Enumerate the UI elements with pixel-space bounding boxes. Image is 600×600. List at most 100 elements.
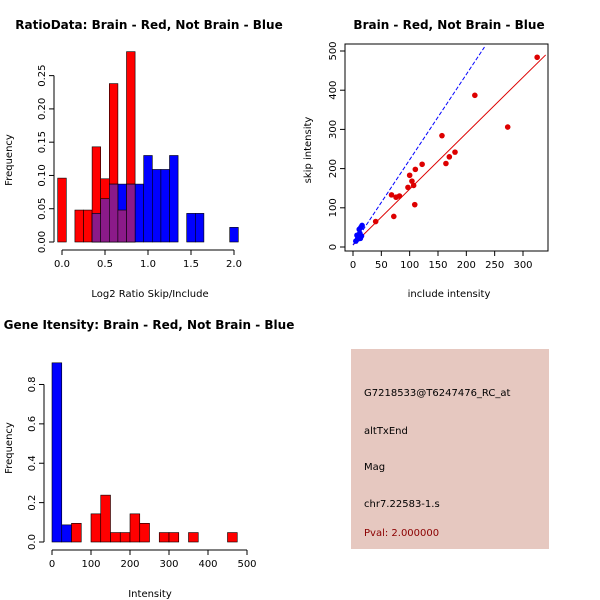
- ratio-bar-not-brain: [134, 183, 145, 243]
- scatter-xlabel: include intensity: [408, 289, 491, 300]
- probe-id: G7218533@T6247476_RC_at: [364, 388, 510, 399]
- gene-bar-brain: [119, 532, 131, 543]
- ratio-bar-overlap: [91, 213, 101, 243]
- ratio-bar-not-brain: [160, 169, 170, 243]
- ratio-bar-brain: [57, 177, 67, 243]
- scatter-point-brain: [391, 213, 397, 220]
- scatter-point-brain: [405, 184, 411, 191]
- scatter-x-tick-label: 250: [485, 260, 504, 271]
- ratio-bar-brain: [74, 209, 84, 243]
- ratio-histogram-bars: [57, 51, 239, 243]
- scatter-plot-box: [344, 43, 549, 252]
- scatter-x-tick-label: 300: [513, 260, 532, 271]
- ratio-bar-overlap: [109, 183, 119, 243]
- gene-bar-brain: [71, 522, 82, 543]
- gene-y-tick-label: 0.0: [27, 534, 38, 550]
- ratio-y-tick-label: 0.00: [37, 231, 48, 253]
- scatter-y-tick-label: 0: [328, 244, 339, 250]
- scatter-point-brain: [396, 193, 403, 199]
- gene-bar-brain: [188, 532, 199, 543]
- gene-x-tick-label: 500: [237, 559, 256, 570]
- ratio-bar-not-brain: [195, 213, 205, 243]
- ratio-bar-brain: [83, 209, 93, 243]
- scatter-ylabel: skip intensity: [303, 117, 314, 184]
- gene-intensity-ylabel: Frequency: [4, 422, 15, 474]
- gene-bar-brain: [168, 532, 180, 543]
- ratio-x-tick-label: 1.0: [140, 259, 156, 270]
- scatter-point-brain: [406, 172, 413, 179]
- gene-bar-brain: [100, 494, 111, 543]
- gene-x-tick-label: 100: [81, 559, 100, 570]
- gene-intensity-xlabel: Intensity: [128, 589, 172, 600]
- scatter-title: Brain - Red, Not Brain - Blue: [353, 18, 544, 32]
- scatter-point-brain: [534, 54, 540, 61]
- ratio-y-tick-label: 0.15: [37, 131, 48, 153]
- gene-y-tick-label: 0.2: [27, 495, 38, 511]
- scatter-x-tick-label: 200: [457, 260, 476, 271]
- scatter-y-tick-label: 200: [328, 159, 339, 178]
- ratio-y-tick-label: 0.10: [37, 164, 48, 186]
- scatter-point-brain: [411, 201, 418, 208]
- scatter-x-tick-label: 150: [428, 260, 447, 271]
- gene-y-tick-label: 0.6: [27, 416, 38, 432]
- scatter-y-tick-label: 500: [328, 41, 339, 60]
- gene-bar-brain: [139, 522, 150, 543]
- gene-x-tick-label: 300: [159, 559, 178, 570]
- ratio-x-tick-label: 2.0: [226, 259, 242, 270]
- gene-bar-brain: [158, 532, 170, 543]
- ratio-histogram-ylabel: Frequency: [4, 134, 15, 186]
- intensity-scatter-panel: Brain - Red, Not Brain - Blue include in…: [303, 18, 549, 300]
- ratio-bar-overlap: [100, 198, 110, 243]
- ratio-x-tick-label: 1.5: [183, 259, 199, 270]
- scatter-fit-line-not-brain: [352, 46, 485, 246]
- scatter-point-brain: [452, 149, 458, 155]
- gene-bar-brain: [227, 532, 238, 543]
- ratio-histogram-panel: RatioData: Brain - Red, Not Brain - Blue…: [4, 18, 283, 300]
- scatter-point-brain: [412, 166, 419, 173]
- scatter-point-brain: [472, 92, 478, 99]
- ratio-bar-overlap: [117, 209, 127, 243]
- ratio-histogram-title: RatioData: Brain - Red, Not Brain - Blue: [15, 18, 282, 32]
- info-label: Mag: [364, 462, 385, 473]
- scatter-point-brain: [410, 182, 417, 189]
- scatter-point-brain: [388, 192, 395, 198]
- gene-x-tick-label: 200: [120, 559, 139, 570]
- info-panel: G7218533@T6247476_RC_at altTxEnd Mag chr…: [351, 349, 549, 549]
- scatter-point-brain: [504, 124, 511, 130]
- gene-x-tick-label: 0: [49, 559, 55, 570]
- scatter-fit-line-brain: [352, 54, 547, 246]
- ratio-x-tick-label: 0.0: [54, 259, 70, 270]
- scatter-point-brain: [409, 178, 415, 184]
- ratio-y-tick-label: 0.20: [37, 98, 48, 120]
- gene-y-tick-label: 0.8: [27, 377, 38, 393]
- genomic-location: chr7.22583-1.s: [364, 499, 440, 510]
- gene-intensity-panel: Gene Itensity: Brain - Red, Not Brain - …: [4, 318, 295, 600]
- scatter-point-not-brain: [359, 222, 365, 229]
- gene-bar-brain: [90, 513, 102, 543]
- gene-intensity-bars: [51, 362, 238, 543]
- gene-bar-not-brain: [51, 362, 63, 543]
- scatter-x-tick-label: 100: [400, 260, 419, 271]
- event-type: altTxEnd: [364, 426, 408, 437]
- gene-bar-brain: [129, 513, 141, 543]
- info-panel-background: [351, 349, 549, 549]
- gene-y-tick-label: 0.4: [27, 455, 38, 471]
- scatter-point-brain: [446, 154, 453, 160]
- scatter-point-brain: [372, 218, 379, 225]
- scatter-y-tick-label: 400: [328, 81, 339, 100]
- scatter-x-tick-label: 0: [350, 260, 356, 271]
- ratio-y-tick-label: 0.05: [37, 198, 48, 220]
- gene-bar-brain: [110, 532, 121, 543]
- ratio-bar-not-brain: [186, 213, 196, 243]
- scatter-y-tick-label: 100: [328, 198, 339, 217]
- scatter-point-not-brain: [358, 233, 365, 239]
- gene-intensity-title: Gene Itensity: Brain - Red, Not Brain - …: [4, 318, 295, 332]
- ratio-y-tick-label: 0.25: [37, 64, 48, 86]
- ratio-bar-not-brain: [229, 227, 239, 243]
- scatter-point-brain: [439, 132, 445, 139]
- ratio-bar-overlap: [126, 183, 136, 243]
- ratio-histogram-xlabel: Log2 Ratio Skip/Include: [91, 289, 208, 300]
- ratio-bar-not-brain: [169, 155, 179, 243]
- scatter-y-tick-label: 300: [328, 120, 339, 139]
